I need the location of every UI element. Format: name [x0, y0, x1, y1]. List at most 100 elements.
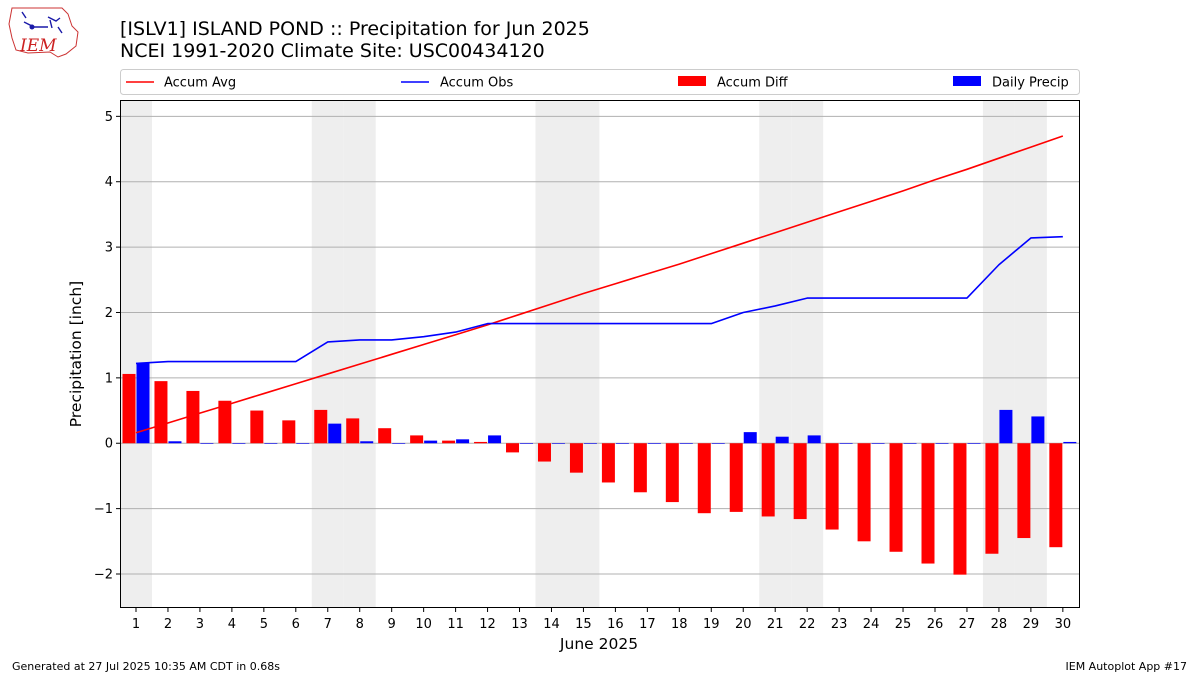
- accum-diff-bar: [378, 428, 392, 444]
- legend-swatch-daily-precip: [953, 76, 981, 86]
- weekend-shade-day-14: [535, 100, 568, 608]
- x-axis: 1 2 3 4 5 6 7 8 9 10 11 12 13 14 15 16 17 18 19 20 21 22 23 24 2…: [132, 608, 1071, 632]
- iem-logo: IEM: [8, 7, 79, 58]
- daily-precip-bar: [679, 443, 693, 444]
- accum-diff-bar: [729, 443, 743, 512]
- accum-diff-bar: [282, 420, 296, 444]
- y-tick-label: −2: [94, 568, 113, 583]
- plot-frame: [120, 100, 1080, 608]
- daily-precip-bar: [871, 443, 885, 444]
- daily-precip-bar: [903, 443, 917, 444]
- x-tick-label: 6: [292, 617, 300, 632]
- x-tick-label: 1: [132, 617, 140, 632]
- accum-diff-bar: [857, 443, 871, 542]
- weekend-shade-day-22: [791, 100, 824, 608]
- x-tick-label: 13: [511, 617, 528, 632]
- x-tick-label: 20: [735, 617, 752, 632]
- series-lines: [135, 135, 1064, 434]
- daily-precip-bar: [424, 440, 438, 444]
- accum-diff-bar: [569, 443, 583, 473]
- x-tick-label: 9: [388, 617, 396, 632]
- x-tick-label: 11: [447, 617, 464, 632]
- x-tick-label: 24: [863, 617, 880, 632]
- y-tick-label: 4: [105, 175, 113, 190]
- x-tick-label: 26: [927, 617, 944, 632]
- legend-label-accum-obs: Accum Obs: [440, 76, 513, 91]
- chart-subtitle: NCEI 1991-2020 Climate Site: USC00434120: [120, 40, 545, 62]
- accum-diff-bar: [1017, 443, 1031, 539]
- daily-precip-bar: [200, 443, 214, 444]
- x-tick-label: 28: [991, 617, 1008, 632]
- accum-diff-bar: [537, 443, 551, 462]
- daily-precip-bar: [935, 443, 949, 444]
- daily-precip-bar: [807, 435, 821, 444]
- x-tick-label: 25: [895, 617, 912, 632]
- daily-precip-bar: [392, 443, 406, 444]
- accum-diff-bar: [921, 443, 935, 564]
- x-tick-label: 29: [1023, 617, 1040, 632]
- daily-precip-bar: [999, 409, 1013, 444]
- x-tick-label: 2: [164, 617, 172, 632]
- accum-diff-bar: [601, 443, 615, 483]
- y-tick-label: 3: [105, 241, 113, 256]
- daily-precip-bar: [520, 443, 534, 444]
- accum-diff-bar: [697, 443, 711, 514]
- x-tick-label: 22: [799, 617, 816, 632]
- accum-obs-line: [135, 235, 1063, 365]
- accum-diff-bar: [633, 443, 647, 493]
- x-tick-label: 10: [415, 617, 432, 632]
- x-tick-label: 14: [543, 617, 560, 632]
- x-tick-label: 27: [959, 617, 976, 632]
- y-tick-label: 0: [105, 437, 113, 452]
- accum-diff-bar: [346, 418, 360, 444]
- x-tick-label: 21: [767, 617, 784, 632]
- daily-precip-bar: [839, 443, 853, 444]
- daily-precip-bar: [711, 443, 725, 444]
- daily-precip-bar: [551, 443, 565, 444]
- daily-precip-bar: [168, 441, 182, 444]
- accum-diff-bar: [665, 443, 679, 503]
- weekend-shading: [120, 100, 1047, 608]
- accum-diff-bar: [793, 443, 807, 520]
- daily-precip-bar: [1063, 441, 1077, 444]
- legend-label-daily-precip: Daily Precip: [992, 76, 1069, 91]
- x-tick-label: 23: [831, 617, 848, 632]
- accum-diff-bar: [985, 443, 999, 554]
- accum-diff-bar: [250, 410, 264, 444]
- accum-diff-bar: [761, 443, 775, 517]
- daily-precip-bar: [296, 443, 310, 444]
- accum-avg-line: [135, 135, 1064, 434]
- x-tick-label: 17: [639, 617, 656, 632]
- x-tick-label: 12: [479, 617, 496, 632]
- x-tick-label: 8: [356, 617, 364, 632]
- daily-precip-bar: [328, 423, 342, 444]
- generated-timestamp: Generated at 27 Jul 2025 10:35 AM CDT in…: [12, 660, 280, 673]
- legend-label-accum-avg: Accum Avg: [164, 76, 236, 91]
- weekend-shade-day-1: [120, 100, 152, 608]
- accum-diff-bar: [154, 381, 168, 444]
- x-tick-label: 7: [324, 617, 332, 632]
- y-axis-label: Precipitation [inch]: [67, 281, 85, 427]
- bars: [122, 363, 1077, 575]
- accum-diff-bar: [442, 440, 456, 444]
- x-tick-label: 16: [607, 617, 624, 632]
- weekend-shade-day-15: [567, 100, 600, 608]
- daily-precip-bar: [967, 443, 981, 444]
- daily-precip-bar: [1031, 416, 1045, 444]
- daily-precip-bar: [136, 363, 150, 444]
- daily-precip-bar: [775, 436, 789, 444]
- legend: Accum Avg Accum Obs Accum Diff Daily Pre…: [120, 69, 1080, 95]
- weekend-shade-day-8: [343, 100, 376, 608]
- x-axis-label: June 2025: [559, 635, 638, 653]
- daily-precip-bar: [232, 443, 246, 444]
- x-tick-label: 18: [671, 617, 688, 632]
- accum-diff-bar: [1049, 443, 1063, 548]
- daily-precip-bar: [264, 443, 278, 444]
- y-axis: −2 −1 0 1 2 3 4 5: [94, 110, 120, 583]
- x-tick-label: 19: [703, 617, 720, 632]
- y-tick-label: 1: [105, 371, 113, 386]
- accum-diff-bar: [218, 400, 232, 444]
- daily-precip-bar: [360, 441, 374, 444]
- daily-precip-bar: [456, 439, 470, 444]
